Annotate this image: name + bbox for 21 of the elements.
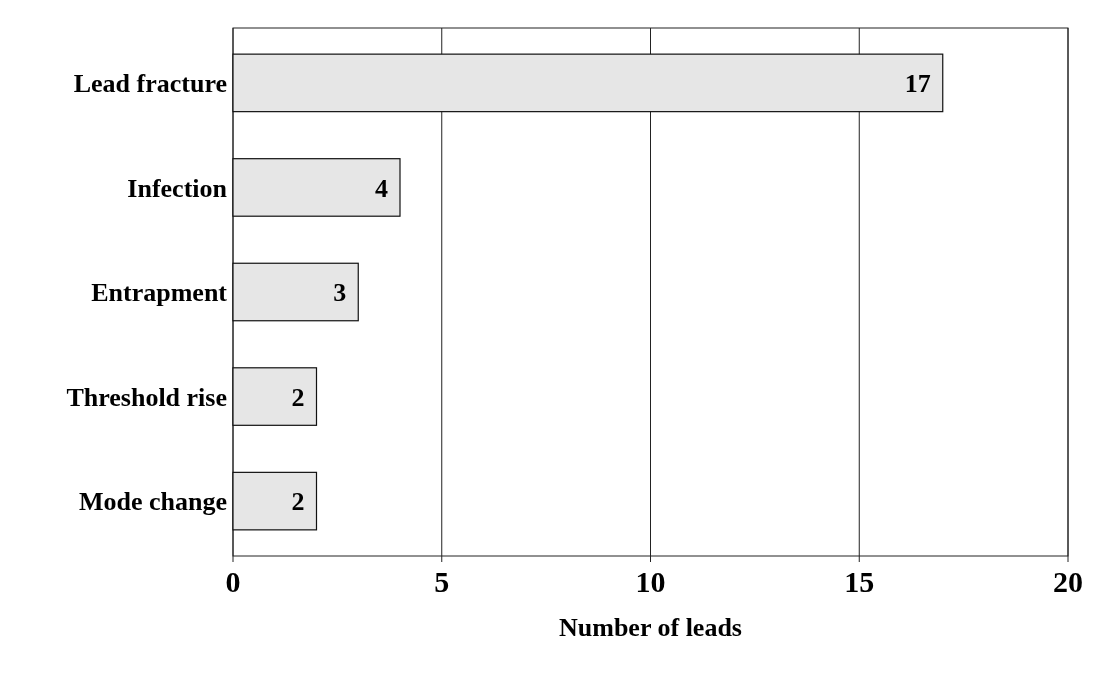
data-label: 4 <box>375 173 388 203</box>
y-tick-label: Lead fracture <box>73 68 227 98</box>
data-label: 17 <box>904 68 931 98</box>
bar <box>232 53 944 113</box>
x-tick-label: 20 <box>1053 565 1083 598</box>
x-tick-label: 0 <box>225 565 241 598</box>
y-tick-label: Entrapment <box>91 278 228 308</box>
bar <box>232 471 318 531</box>
data-label: 3 <box>333 278 347 308</box>
y-tick-label: Mode change <box>78 487 227 517</box>
bar <box>232 262 359 322</box>
data-label: 2 <box>291 382 305 412</box>
y-tick-label: Infection <box>127 173 228 203</box>
bar <box>232 367 318 426</box>
x-tick-label: 10 <box>635 565 666 598</box>
data-label: 2 <box>291 487 305 517</box>
x-tick-label: 15 <box>844 565 875 598</box>
x-axis-title: Number of leads <box>559 613 742 642</box>
bar <box>232 158 401 217</box>
y-tick-label: Threshold rise <box>66 382 227 412</box>
x-tick-label: 5 <box>434 565 450 598</box>
